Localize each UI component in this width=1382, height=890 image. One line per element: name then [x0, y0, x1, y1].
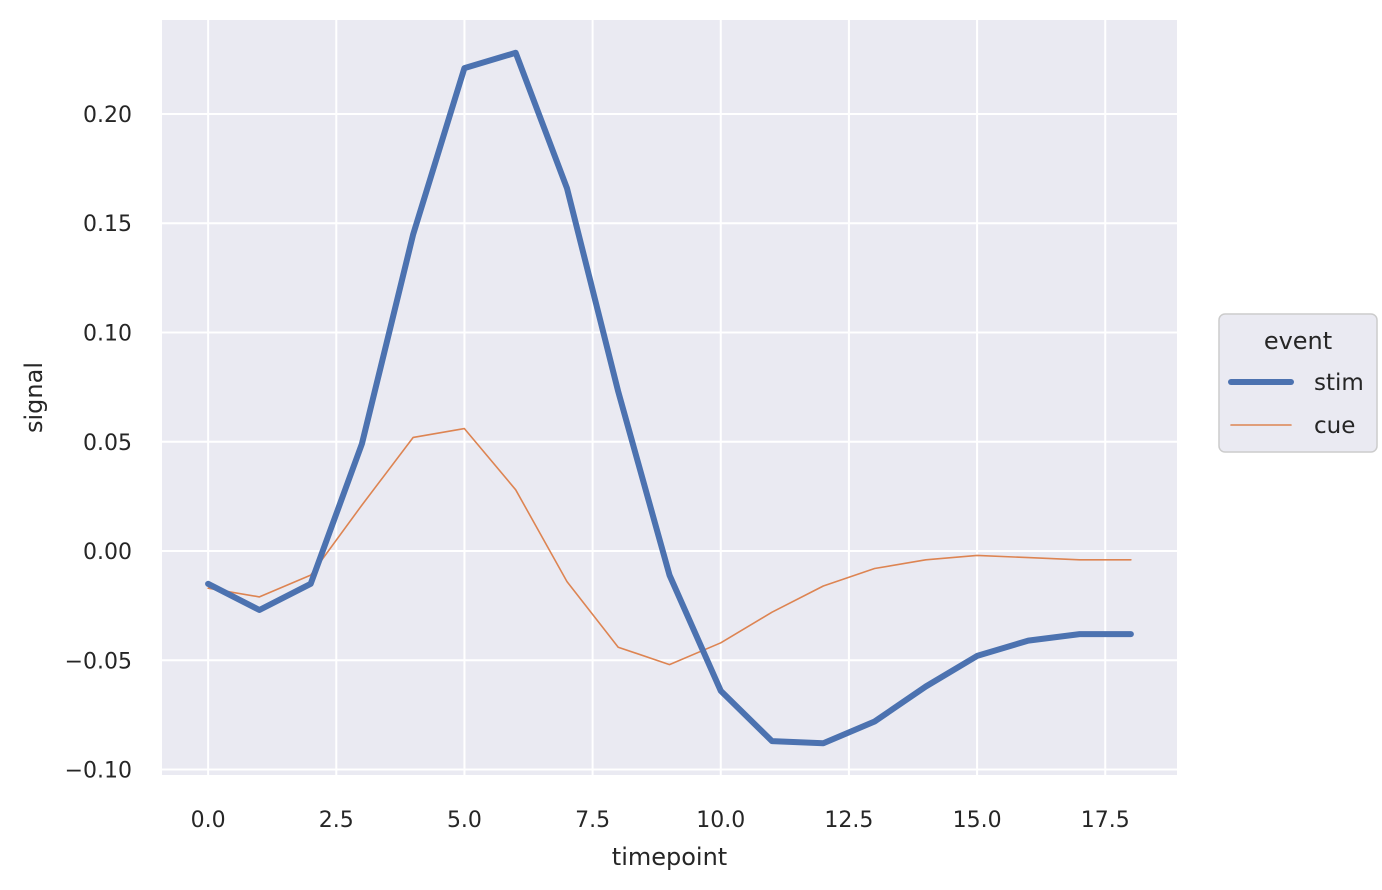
- y-tick-label: −0.05: [65, 649, 132, 674]
- legend: event stim cue: [1218, 313, 1378, 453]
- x-tick-label: 2.5: [319, 808, 354, 833]
- series-lines: [205, 49, 1134, 747]
- x-tick-label: 7.5: [575, 808, 610, 833]
- y-tick-label: 0.15: [83, 212, 132, 237]
- x-tick-label: 0.0: [191, 808, 226, 833]
- x-tick-label: 17.5: [1081, 808, 1130, 833]
- plot-area: [162, 20, 1177, 775]
- legend-box: [1218, 313, 1378, 453]
- x-tick-label: 15.0: [953, 808, 1002, 833]
- legend-label-cue: cue: [1314, 413, 1355, 439]
- y-axis-title: signal: [20, 362, 48, 433]
- x-tick-label: 5.0: [447, 808, 482, 833]
- tick-labels: 0.0 2.5 5.0 7.5 10.0 12.5 15.0 17.5 0.20 0.15 0.10…: [65, 103, 1130, 833]
- series-line-cue: [207, 427, 1132, 666]
- x-tick-label: 12.5: [824, 808, 873, 833]
- legend-label-stim: stim: [1314, 370, 1364, 396]
- y-tick-label: 0.05: [83, 431, 132, 456]
- legend-title: event: [1264, 327, 1332, 355]
- series-line-stim: [205, 49, 1134, 747]
- grid-lines: [162, 20, 1177, 775]
- y-tick-label: −0.10: [65, 759, 132, 784]
- x-tick-label: 10.0: [696, 808, 745, 833]
- y-tick-label: 0.00: [83, 540, 132, 565]
- y-tick-label: 0.20: [83, 103, 132, 128]
- x-axis-title: timepoint: [612, 843, 727, 871]
- y-tick-label: 0.10: [83, 321, 132, 346]
